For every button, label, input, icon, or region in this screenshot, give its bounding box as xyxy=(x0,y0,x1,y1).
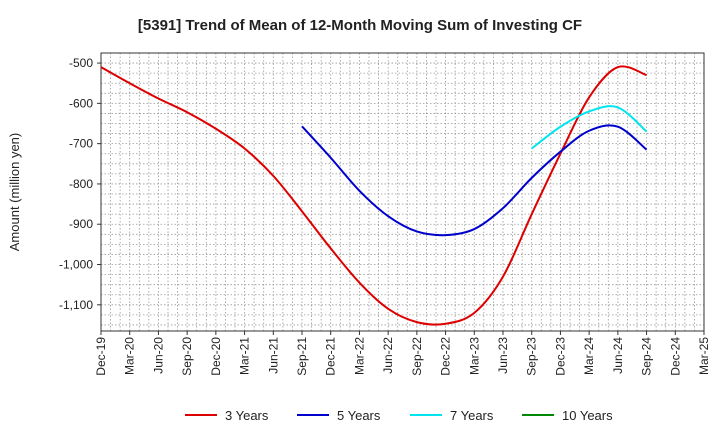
series-lines xyxy=(100,65,648,326)
y-tick-label: -600 xyxy=(69,96,93,110)
y-tick-label: -900 xyxy=(69,217,93,231)
x-tick-label: Dec-21 xyxy=(324,337,338,376)
x-tick-label: Mar-25 xyxy=(697,337,711,375)
x-tick-label: Dec-23 xyxy=(553,337,567,376)
y-tick-label: -500 xyxy=(69,56,93,70)
x-tick-label: Jun-22 xyxy=(381,337,395,374)
y-tick-label: -700 xyxy=(69,137,93,151)
x-tick-label: Sep-22 xyxy=(410,337,424,376)
series-line-3-years xyxy=(100,65,647,326)
x-tick-label: Jun-20 xyxy=(151,337,165,374)
series-line-5-years xyxy=(301,124,648,237)
x-tick-label: Mar-24 xyxy=(582,337,596,375)
x-tick-label: Dec-20 xyxy=(209,337,223,376)
x-tick-label: Mar-23 xyxy=(467,337,481,375)
y-tick-label: -1,100 xyxy=(59,298,93,312)
chart-title: [5391] Trend of Mean of 12-Month Moving … xyxy=(138,17,582,34)
legend-label-7-years: 7 Years xyxy=(450,408,494,423)
y-axis-ticks: -500 -600 -700 -800 -900 -1,000 -1,100 xyxy=(59,56,101,312)
x-tick-label: Sep-20 xyxy=(180,337,194,376)
grid xyxy=(101,53,704,331)
x-axis-ticks: Dec-19 Mar-20 Jun-20 Sep-20 Dec-20 Mar-21 Jun-… xyxy=(94,331,711,376)
series-line-7-years xyxy=(531,105,648,150)
x-tick-label: Mar-21 xyxy=(238,337,252,375)
legend: 3 Years 5 Years 7 Years 10 Years xyxy=(185,408,613,423)
x-tick-label: Sep-23 xyxy=(525,337,539,376)
x-tick-label: Dec-22 xyxy=(439,337,453,376)
x-tick-label: Mar-20 xyxy=(123,337,137,375)
x-tick-label: Dec-24 xyxy=(668,337,682,376)
y-tick-label: -1,000 xyxy=(59,258,93,272)
legend-label-5-years: 5 Years xyxy=(337,408,381,423)
x-tick-label: Jun-21 xyxy=(266,337,280,374)
x-tick-label: Mar-22 xyxy=(352,337,366,375)
legend-label-10-years: 10 Years xyxy=(562,408,613,423)
legend-label-3-years: 3 Years xyxy=(225,408,269,423)
x-tick-label: Dec-19 xyxy=(94,337,108,376)
x-tick-label: Jun-23 xyxy=(496,337,510,374)
plot-area xyxy=(100,52,705,332)
y-tick-label: -800 xyxy=(69,177,93,191)
x-tick-label: Jun-24 xyxy=(611,337,625,374)
x-tick-label: Sep-24 xyxy=(640,337,654,376)
x-tick-label: Sep-21 xyxy=(295,337,309,376)
y-axis-label: Amount (million yen) xyxy=(7,133,22,252)
